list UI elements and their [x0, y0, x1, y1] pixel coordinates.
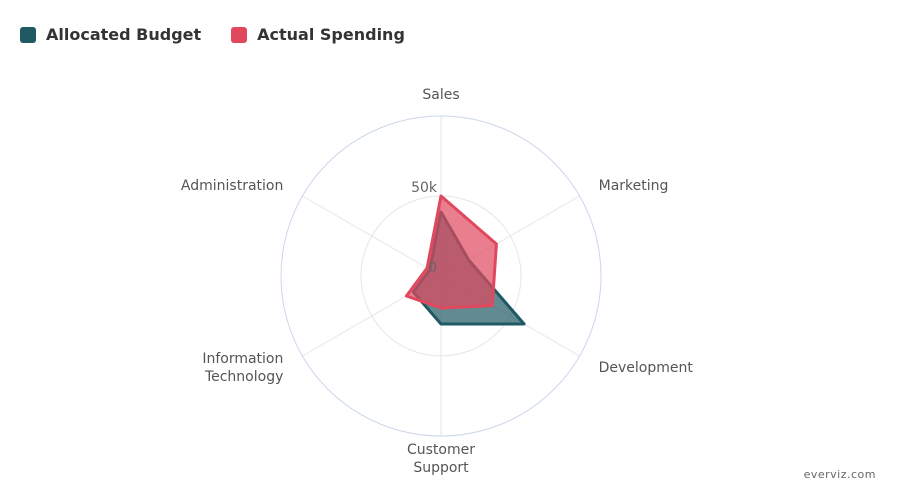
category-label: Administration	[181, 178, 283, 194]
legend-swatch-actual-spending	[231, 26, 248, 43]
legend: Allocated Budget Actual Spending	[20, 25, 405, 44]
category-label: Marketing	[599, 178, 669, 194]
category-label: Sales	[422, 87, 459, 103]
legend-swatch-allocated-budget	[20, 26, 36, 43]
legend-label-actual-spending: Actual Spending	[257, 25, 405, 44]
radial-tick-label: 50k	[411, 180, 438, 196]
radial-tick-label: 0	[428, 260, 437, 276]
category-label: Development	[599, 360, 694, 376]
legend-item-allocated-budget[interactable]: Allocated Budget	[20, 25, 201, 44]
legend-item-actual-spending[interactable]: Actual Spending	[231, 25, 405, 44]
category-label: Information Technology	[202, 351, 283, 385]
outer-circle	[280, 115, 602, 437]
series-actual-spending-area	[404, 194, 498, 310]
spoke-line	[302, 195, 442, 277]
legend-label-allocated-budget: Allocated Budget	[46, 25, 202, 44]
category-label: Customer Support	[407, 442, 475, 476]
credit-text[interactable]: everviz.com	[803, 468, 876, 481]
